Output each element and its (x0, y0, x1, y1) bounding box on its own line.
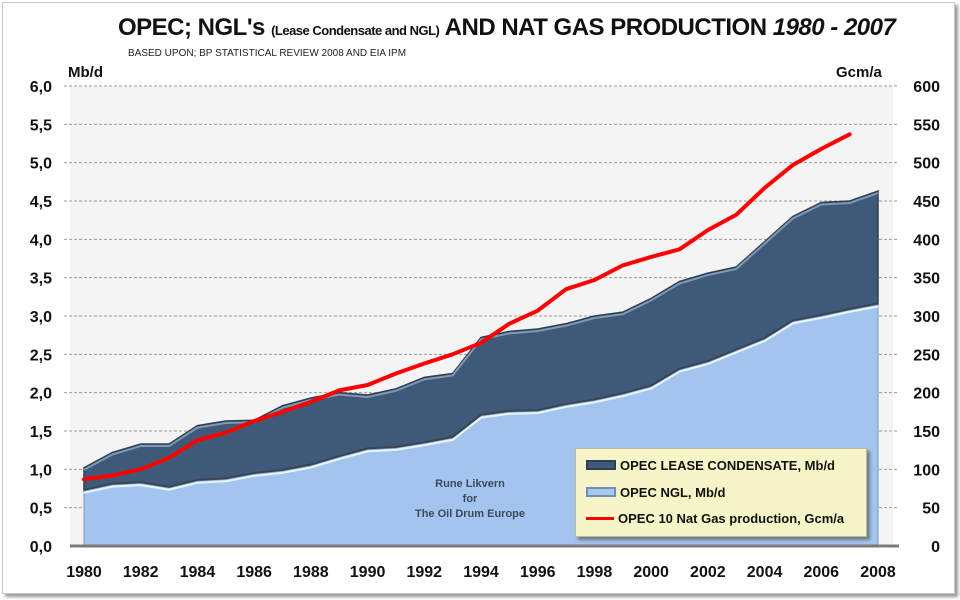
y-tick-label-right: 600 (913, 79, 940, 96)
x-tick-label: 1996 (520, 564, 556, 581)
y-tick-label-right: 0 (931, 539, 940, 556)
title-part-parenthetical: (Lease Condensate and NGL) (271, 23, 440, 38)
chart-subtitle: BASED UPON; BP STATISTICAL REVIEW 2008 A… (128, 48, 407, 59)
y-tick-label-right: 350 (913, 271, 940, 288)
x-tick-label: 1980 (66, 564, 102, 581)
y-tick-label-left: 1,5 (30, 424, 52, 441)
y-tick-label-left: 1,0 (30, 462, 52, 479)
x-tick-label: 1990 (350, 564, 386, 581)
y-tick-label-right: 100 (913, 462, 940, 479)
area-condensate-edge (83, 192, 879, 471)
x-tick-label: 2008 (860, 564, 896, 581)
y-tick-label-left: 6,0 (30, 79, 52, 96)
legend-swatch-condensate (586, 460, 616, 470)
y-tick-label-left: 5,5 (30, 117, 52, 134)
credit-author: Rune Likvern (435, 478, 505, 490)
legend-swatch-gas (586, 516, 614, 520)
legend-item-ngl: OPEC NGL, Mb/d (586, 482, 725, 502)
y-tick-label-left: 4,5 (30, 194, 52, 211)
credit-organization: The Oil Drum Europe (414, 508, 525, 520)
x-tick-label: 2000 (633, 564, 669, 581)
line-gas (82, 132, 852, 482)
x-tick-label: 1994 (463, 564, 499, 581)
axes: 0,0 0,5 1,0 1,5 2,0 2,5 3,0 3,5 4,0 4,5 5,0 5,5 6,0 0… (30, 79, 940, 581)
y-tick-label-left: 3,5 (30, 271, 52, 288)
y-tick-label-left: 2,0 (30, 386, 52, 403)
y-tick-label-left: 0,0 (30, 539, 52, 556)
x-tick-label: 1998 (577, 564, 613, 581)
y-tick-label-left: 4,0 (30, 232, 52, 249)
legend: OPEC LEASE CONDENSATE, Mb/d OPEC NGL, Mb… (575, 448, 867, 537)
x-tick-label: 2004 (747, 564, 783, 581)
x-tick-label: 1984 (180, 564, 216, 581)
area-ngl-edge (83, 305, 879, 494)
x-tick-label: 1992 (406, 564, 442, 581)
y-tick-label-left: 3,0 (30, 309, 52, 326)
lines (82, 132, 852, 482)
title-part-gas: AND NAT GAS PRODUCTION (444, 14, 767, 41)
chart-title: OPEC; NGL's (Lease Condensate and NGL) A… (118, 14, 896, 42)
legend-item-gas: OPEC 10 Nat Gas production, Gcm/a (586, 508, 844, 528)
legend-item-condensate: OPEC LEASE CONDENSATE, Mb/d (586, 455, 835, 475)
x-tick-label: 1982 (123, 564, 159, 581)
y-tick-label-right: 50 (922, 501, 940, 518)
y-tick-label-right: 550 (913, 117, 940, 134)
credit-annotation: Rune Likvern for The Oil Drum Europe (380, 477, 560, 522)
y-tick-label-right: 200 (913, 386, 940, 403)
y-axis-right-label: Gcm/a (836, 64, 883, 81)
x-tick-label: 2002 (690, 564, 726, 581)
y-tick-label-right: 250 (913, 347, 940, 364)
legend-label-ngl: OPEC NGL, Mb/d (620, 484, 726, 500)
y-tick-label-right: 150 (913, 424, 940, 441)
legend-swatch-ngl (586, 487, 616, 497)
title-part-main: OPEC; NGL's (118, 14, 265, 41)
y-tick-label-right: 400 (913, 232, 940, 249)
y-tick-label-left: 2,5 (30, 347, 52, 364)
x-tick-label: 1986 (236, 564, 272, 581)
legend-label-gas: OPEC 10 Nat Gas production, Gcm/a (618, 510, 845, 526)
y-tick-label-left: 0,5 (30, 501, 52, 518)
x-tick-label: 2006 (803, 564, 839, 581)
credit-for: for (462, 493, 478, 505)
y-tick-label-left: 5,0 (30, 156, 52, 173)
y-tick-label-right: 450 (913, 194, 940, 211)
title-part-years: 1980 - 2007 (772, 14, 896, 41)
legend-label-condensate: OPEC LEASE CONDENSATE, Mb/d (620, 457, 835, 473)
y-tick-label-right: 300 (913, 309, 940, 326)
y-axis-left-label: Mb/d (68, 64, 103, 81)
x-tick-label: 1988 (293, 564, 329, 581)
area-ngl-shadow-edge (83, 302, 879, 491)
y-tick-label-right: 500 (913, 156, 940, 173)
